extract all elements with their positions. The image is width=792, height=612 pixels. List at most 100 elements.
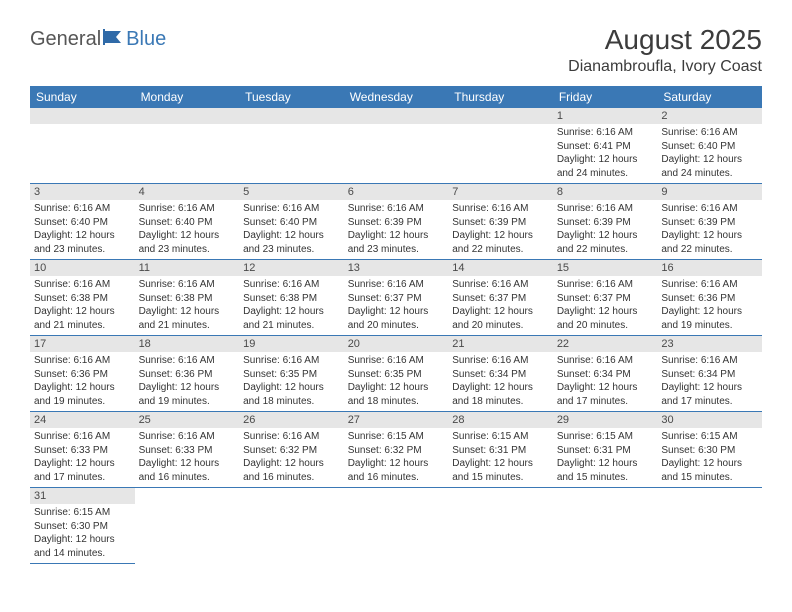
page: GeneralBlue August 2025 Dianambroufla, I… — [0, 0, 792, 574]
daynum-empty — [448, 108, 553, 124]
day-number: 27 — [344, 412, 449, 428]
calendar-cell: 23Sunrise: 6:16 AMSunset: 6:34 PMDayligh… — [657, 336, 762, 412]
day-number: 9 — [657, 184, 762, 200]
day-details: Sunrise: 6:16 AMSunset: 6:35 PMDaylight:… — [344, 352, 449, 411]
day-details: Sunrise: 6:16 AMSunset: 6:37 PMDaylight:… — [553, 276, 658, 335]
day-number: 3 — [30, 184, 135, 200]
calendar-cell: 13Sunrise: 6:16 AMSunset: 6:37 PMDayligh… — [344, 260, 449, 336]
calendar-cell: 20Sunrise: 6:16 AMSunset: 6:35 PMDayligh… — [344, 336, 449, 412]
day-number: 7 — [448, 184, 553, 200]
calendar-cell — [344, 488, 449, 564]
day-details: Sunrise: 6:16 AMSunset: 6:40 PMDaylight:… — [30, 200, 135, 259]
day-number: 22 — [553, 336, 658, 352]
calendar-cell — [135, 108, 240, 184]
day-details: Sunrise: 6:15 AMSunset: 6:30 PMDaylight:… — [30, 504, 135, 563]
day-details: Sunrise: 6:16 AMSunset: 6:36 PMDaylight:… — [135, 352, 240, 411]
day-number: 8 — [553, 184, 658, 200]
weekday-header: Wednesday — [344, 86, 449, 108]
day-details: Sunrise: 6:16 AMSunset: 6:37 PMDaylight:… — [344, 276, 449, 335]
day-number: 24 — [30, 412, 135, 428]
calendar-cell — [135, 488, 240, 564]
page-title: August 2025 — [568, 24, 762, 56]
calendar-cell: 8Sunrise: 6:16 AMSunset: 6:39 PMDaylight… — [553, 184, 658, 260]
calendar-cell: 3Sunrise: 6:16 AMSunset: 6:40 PMDaylight… — [30, 184, 135, 260]
day-details: Sunrise: 6:16 AMSunset: 6:36 PMDaylight:… — [30, 352, 135, 411]
day-details: Sunrise: 6:16 AMSunset: 6:39 PMDaylight:… — [553, 200, 658, 259]
calendar-cell: 9Sunrise: 6:16 AMSunset: 6:39 PMDaylight… — [657, 184, 762, 260]
day-number: 11 — [135, 260, 240, 276]
day-number: 15 — [553, 260, 658, 276]
calendar-cell: 12Sunrise: 6:16 AMSunset: 6:38 PMDayligh… — [239, 260, 344, 336]
day-number: 5 — [239, 184, 344, 200]
day-details: Sunrise: 6:16 AMSunset: 6:34 PMDaylight:… — [657, 352, 762, 411]
calendar-cell: 11Sunrise: 6:16 AMSunset: 6:38 PMDayligh… — [135, 260, 240, 336]
calendar-cell: 25Sunrise: 6:16 AMSunset: 6:33 PMDayligh… — [135, 412, 240, 488]
day-number: 18 — [135, 336, 240, 352]
calendar-cell — [553, 488, 658, 564]
day-number: 30 — [657, 412, 762, 428]
day-details: Sunrise: 6:16 AMSunset: 6:38 PMDaylight:… — [135, 276, 240, 335]
weekday-header: Sunday — [30, 86, 135, 108]
day-number: 19 — [239, 336, 344, 352]
calendar-cell: 1Sunrise: 6:16 AMSunset: 6:41 PMDaylight… — [553, 108, 658, 184]
day-number: 10 — [30, 260, 135, 276]
day-details: Sunrise: 6:16 AMSunset: 6:38 PMDaylight:… — [239, 276, 344, 335]
calendar-cell: 17Sunrise: 6:16 AMSunset: 6:36 PMDayligh… — [30, 336, 135, 412]
day-details: Sunrise: 6:16 AMSunset: 6:33 PMDaylight:… — [135, 428, 240, 487]
weekday-header: Friday — [553, 86, 658, 108]
day-number: 25 — [135, 412, 240, 428]
daynum-empty — [239, 108, 344, 124]
calendar-cell: 2Sunrise: 6:16 AMSunset: 6:40 PMDaylight… — [657, 108, 762, 184]
weekday-header: Saturday — [657, 86, 762, 108]
calendar-cell: 10Sunrise: 6:16 AMSunset: 6:38 PMDayligh… — [30, 260, 135, 336]
day-number: 21 — [448, 336, 553, 352]
calendar-cell: 31Sunrise: 6:15 AMSunset: 6:30 PMDayligh… — [30, 488, 135, 564]
calendar-cell: 4Sunrise: 6:16 AMSunset: 6:40 PMDaylight… — [135, 184, 240, 260]
header: GeneralBlue August 2025 Dianambroufla, I… — [30, 24, 762, 76]
weekday-header: Thursday — [448, 86, 553, 108]
day-details: Sunrise: 6:16 AMSunset: 6:37 PMDaylight:… — [448, 276, 553, 335]
calendar-cell — [239, 108, 344, 184]
calendar-cell — [657, 488, 762, 564]
day-number: 17 — [30, 336, 135, 352]
day-details: Sunrise: 6:16 AMSunset: 6:39 PMDaylight:… — [657, 200, 762, 259]
day-details: Sunrise: 6:15 AMSunset: 6:31 PMDaylight:… — [448, 428, 553, 487]
calendar-cell: 15Sunrise: 6:16 AMSunset: 6:37 PMDayligh… — [553, 260, 658, 336]
day-details: Sunrise: 6:15 AMSunset: 6:31 PMDaylight:… — [553, 428, 658, 487]
calendar-cell — [448, 108, 553, 184]
day-number: 31 — [30, 488, 135, 504]
calendar-cell: 19Sunrise: 6:16 AMSunset: 6:35 PMDayligh… — [239, 336, 344, 412]
day-details: Sunrise: 6:16 AMSunset: 6:39 PMDaylight:… — [344, 200, 449, 259]
calendar-cell: 22Sunrise: 6:16 AMSunset: 6:34 PMDayligh… — [553, 336, 658, 412]
day-number: 14 — [448, 260, 553, 276]
day-number: 26 — [239, 412, 344, 428]
day-details: Sunrise: 6:15 AMSunset: 6:32 PMDaylight:… — [344, 428, 449, 487]
logo-text-blue: Blue — [126, 28, 166, 51]
day-details: Sunrise: 6:16 AMSunset: 6:34 PMDaylight:… — [553, 352, 658, 411]
calendar-cell: 5Sunrise: 6:16 AMSunset: 6:40 PMDaylight… — [239, 184, 344, 260]
calendar-cell: 18Sunrise: 6:16 AMSunset: 6:36 PMDayligh… — [135, 336, 240, 412]
calendar-cell: 16Sunrise: 6:16 AMSunset: 6:36 PMDayligh… — [657, 260, 762, 336]
calendar-cell: 30Sunrise: 6:15 AMSunset: 6:30 PMDayligh… — [657, 412, 762, 488]
calendar-cell — [239, 488, 344, 564]
day-number: 4 — [135, 184, 240, 200]
day-number: 13 — [344, 260, 449, 276]
day-details: Sunrise: 6:15 AMSunset: 6:30 PMDaylight:… — [657, 428, 762, 487]
logo: GeneralBlue — [30, 28, 166, 51]
day-details: Sunrise: 6:16 AMSunset: 6:40 PMDaylight:… — [657, 124, 762, 183]
flag-icon — [103, 28, 125, 51]
calendar-cell: 14Sunrise: 6:16 AMSunset: 6:37 PMDayligh… — [448, 260, 553, 336]
calendar-cell: 24Sunrise: 6:16 AMSunset: 6:33 PMDayligh… — [30, 412, 135, 488]
day-details: Sunrise: 6:16 AMSunset: 6:36 PMDaylight:… — [657, 276, 762, 335]
calendar-cell: 29Sunrise: 6:15 AMSunset: 6:31 PMDayligh… — [553, 412, 658, 488]
day-details: Sunrise: 6:16 AMSunset: 6:34 PMDaylight:… — [448, 352, 553, 411]
calendar-cell: 21Sunrise: 6:16 AMSunset: 6:34 PMDayligh… — [448, 336, 553, 412]
day-number: 1 — [553, 108, 658, 124]
day-details: Sunrise: 6:16 AMSunset: 6:38 PMDaylight:… — [30, 276, 135, 335]
weekday-header: Tuesday — [239, 86, 344, 108]
day-number: 29 — [553, 412, 658, 428]
calendar-cell: 28Sunrise: 6:15 AMSunset: 6:31 PMDayligh… — [448, 412, 553, 488]
day-details: Sunrise: 6:16 AMSunset: 6:40 PMDaylight:… — [239, 200, 344, 259]
day-details: Sunrise: 6:16 AMSunset: 6:35 PMDaylight:… — [239, 352, 344, 411]
calendar-cell: 6Sunrise: 6:16 AMSunset: 6:39 PMDaylight… — [344, 184, 449, 260]
